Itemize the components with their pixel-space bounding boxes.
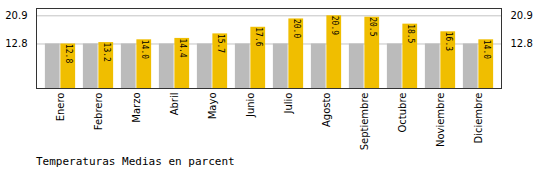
svg-text:Mayo: Mayo — [207, 93, 218, 120]
svg-text:Julio: Julio — [283, 93, 294, 115]
svg-text:14.0: 14.0 — [140, 40, 149, 59]
svg-text:Febrero: Febrero — [93, 93, 104, 131]
svg-text:Septiembre: Septiembre — [359, 93, 370, 151]
svg-text:12.8: 12.8 — [64, 44, 73, 63]
svg-text:Abril: Abril — [169, 93, 180, 116]
svg-text:12.8: 12.8 — [511, 38, 533, 49]
svg-text:Diciembre: Diciembre — [473, 93, 484, 144]
svg-text:20.0: 20.0 — [292, 19, 301, 38]
svg-text:Enero: Enero — [55, 93, 66, 122]
svg-text:15.7: 15.7 — [216, 34, 225, 53]
svg-text:20.9: 20.9 — [5, 10, 27, 21]
svg-text:Octubre: Octubre — [397, 93, 408, 133]
svg-text:Junio: Junio — [245, 93, 256, 119]
svg-text:Agosto: Agosto — [321, 93, 332, 128]
svg-text:13.2: 13.2 — [102, 43, 111, 62]
svg-text:14.4: 14.4 — [178, 38, 187, 57]
svg-text:Marzo: Marzo — [131, 93, 142, 123]
svg-text:20.9: 20.9 — [330, 16, 339, 35]
svg-text:12.8: 12.8 — [5, 38, 27, 49]
svg-text:14.0: 14.0 — [482, 40, 491, 59]
html-text:Temperaturas Medias en parcent: Temperaturas Medias en parcent — [36, 155, 235, 168]
svg-text:18.5: 18.5 — [406, 24, 415, 43]
svg-text:20.5: 20.5 — [368, 17, 377, 36]
svg-text:16.3: 16.3 — [444, 32, 453, 51]
svg-text:17.6: 17.6 — [254, 27, 263, 46]
svg-text:20.9: 20.9 — [511, 10, 533, 21]
svg-text:Noviembre: Noviembre — [435, 93, 446, 148]
